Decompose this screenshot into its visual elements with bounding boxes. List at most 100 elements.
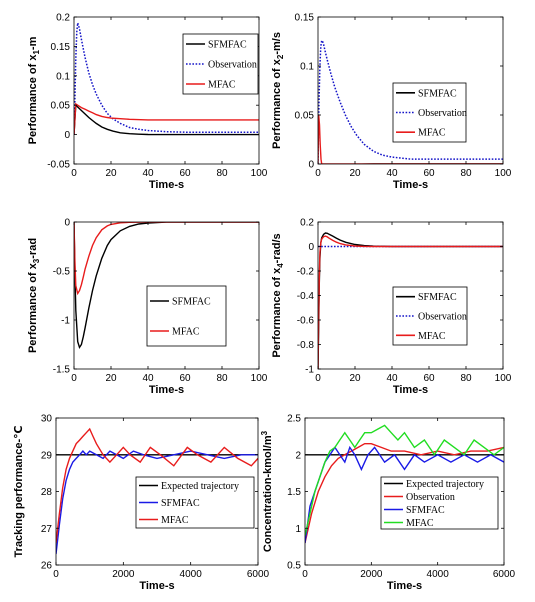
legend-entry: Observation [208,60,257,71]
y-tick-label: -0.4 [297,291,315,302]
x-tick-label: 60 [179,168,191,179]
y-tick-label: 1 [295,524,301,535]
legend-entry: MFAC [161,515,189,526]
y-axis-label: Performance of x1-m [27,36,41,144]
legend-entry: SFMFAC [161,498,200,509]
legend-entry: Observation [406,492,455,503]
legend-entry: MFAC [418,331,446,342]
x-tick-label: 0 [315,373,321,384]
y-tick-label: 0.5 [287,561,301,572]
legend-entry: Observation [418,108,467,119]
y-axis-label: Performance of x4-rad/s [271,233,285,357]
x-tick-label: 80 [216,373,228,384]
y-tick-label: -1 [305,365,314,376]
x-tick-label: 0 [53,569,59,580]
series-line-mfac [318,235,503,369]
y-tick-label: 0.2 [300,218,314,229]
legend-entry: SFMFAC [418,88,457,99]
x-tick-label: 100 [251,168,268,179]
x-tick-label: 0 [315,168,321,179]
y-tick-label: 28 [41,487,53,498]
x-tick-label: 0 [71,373,77,384]
panel-2: 0 20 40 60 80 100 0 0.05 0.1 0.15 Time-s Performanc… [271,13,512,192]
legend: Expected trajectory SFMFAC MFAC [135,476,255,529]
y-tick-label: 0.15 [51,42,71,53]
x-tick-label: 80 [460,168,472,179]
x-tick-label: 80 [216,168,228,179]
x-tick-label: 0 [302,569,308,580]
legend-entry: MFAC [172,327,200,338]
x-tick-label: 20 [105,168,117,179]
legend-entry: SFMFAC [418,292,457,303]
y-tick-label: 26 [41,561,53,572]
x-tick-label: 60 [179,373,191,384]
x-axis-label: Time-s [387,580,422,592]
series-line-sfmfac [74,103,259,136]
x-tick-label: 0 [71,168,77,179]
y-tick-label: 0.15 [295,13,315,24]
legend: SFMFAC Observation MFAC [392,82,467,143]
y-tick-label: 0.1 [300,62,314,73]
x-tick-label: 20 [349,373,361,384]
x-tick-label: 100 [495,373,512,384]
x-tick-label: 60 [423,168,435,179]
y-tick-label: 0.05 [51,101,71,112]
x-axis-label: Time-s [393,179,428,191]
panel-3: 0 20 40 60 80 100 -1.5 -1 -0.5 0 Time-s Performance… [27,218,268,397]
series-line-observation [318,38,503,164]
panel-5: 0 2000 4000 6000 26 27 28 29 30 Time-s Tracking pe… [13,414,270,593]
x-tick-label: 100 [495,168,512,179]
x-tick-label: 4000 [427,569,450,580]
x-tick-label: 2000 [360,569,383,580]
legend-entry: SFMFAC [172,297,211,308]
legend-box [380,476,499,530]
axes-box [317,16,504,165]
y-tick-label: 0 [64,130,70,141]
x-tick-label: 20 [105,373,117,384]
legend-entry: SFMFAC [208,40,247,51]
legend-entry: Expected trajectory [406,479,484,490]
y-tick-label: -1 [61,316,70,327]
legend-entry: Observation [418,312,467,323]
series-line-mfac [56,427,258,543]
x-axis-label: Time-s [139,580,174,592]
series-line-mfac [305,424,504,536]
axes-box [73,221,260,370]
legend: SFMFAC Observation MFAC [392,286,468,346]
y-tick-label: -0.8 [297,340,315,351]
y-tick-label: -0.5 [53,267,71,278]
x-axis-label: Time-s [149,384,184,396]
x-axis-label: Time-s [393,384,428,396]
x-tick-label: 4000 [180,569,203,580]
y-tick-label: 27 [41,524,53,535]
y-axis-label: Performance of x2-m/s [271,32,285,149]
x-tick-label: 100 [251,373,268,384]
x-tick-label: 20 [349,168,361,179]
x-tick-label: 2000 [112,569,135,580]
y-tick-label: 1.5 [287,487,301,498]
y-tick-label: 0.1 [56,71,70,82]
x-tick-label: 60 [423,373,435,384]
y-tick-label: 0 [64,218,70,229]
x-tick-label: 6000 [493,569,516,580]
y-tick-label: -0.05 [47,160,70,171]
y-tick-label: 2 [295,450,301,461]
x-tick-label: 6000 [247,569,270,580]
x-tick-label: 40 [386,373,398,384]
panel-4: 0 20 40 60 80 100 -1 -0.8 -0.6 -0.4 -0.2 0 0.2 Time-s… [271,218,512,397]
series-line-sfmfac [318,163,503,164]
series-line-observation [74,22,259,135]
legend: Expected trajectory Observation SFMFAC MFAC [380,476,499,530]
legend-entry: MFAC [208,80,236,91]
x-tick-label: 40 [142,168,154,179]
y-tick-label: 0 [308,242,314,253]
legend-entry: MFAC [406,518,434,529]
y-tick-label: 0.05 [295,111,315,122]
x-tick-label: 40 [142,373,154,384]
series-line-mfac [74,102,259,135]
legend-entry: MFAC [418,128,446,139]
legend: SFMFAC MFAC [146,285,227,347]
panel-1: 0 20 40 60 80 100-0.0500.050.10.150.2Time-sPe… [27,13,268,192]
y-tick-label: -0.2 [297,267,315,278]
